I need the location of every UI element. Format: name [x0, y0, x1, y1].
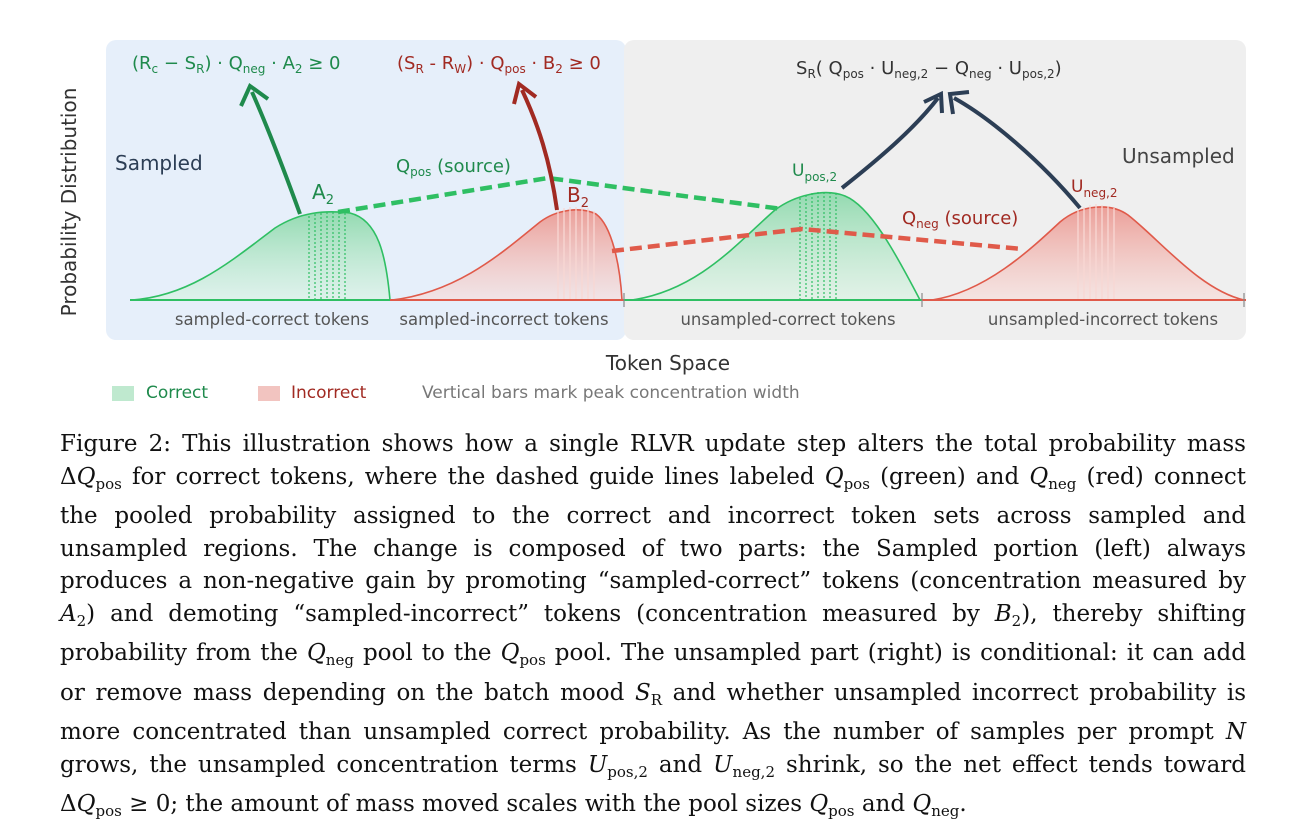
- sampled-incorrect-arrow: [520, 89, 559, 211]
- x-axis-label: Token Space: [605, 351, 730, 375]
- token-space-diagram: Probability Distribution Token Space Sam…: [57, 40, 1246, 403]
- unsampled-formula: SR( Qpos · Uneg,2 − Qneg · Upos,2): [796, 58, 1062, 81]
- legend-correct-label: Correct: [146, 383, 208, 403]
- unsampled-correct-arrow: [840, 96, 940, 190]
- token-group-label: sampled-incorrect tokens: [399, 310, 608, 329]
- unsampled-incorrect-arrowhead: [947, 90, 970, 115]
- sampled-region-label: Sampled: [115, 151, 203, 175]
- qpos-guide-line: [337, 175, 783, 215]
- token-group-label: unsampled-incorrect tokens: [988, 310, 1218, 329]
- qneg-guide-line: [611, 226, 1023, 254]
- uneg-peak-bars: [1077, 204, 1115, 300]
- baseline-ticks: [623, 293, 1245, 307]
- b2-peak-bars: [557, 207, 595, 300]
- a2-label: A2: [312, 180, 334, 208]
- token-group-label: sampled-correct tokens: [175, 310, 369, 329]
- legend-incorrect-label: Incorrect: [291, 383, 367, 403]
- caption-text: This illustration shows how a single RLV…: [171, 431, 1246, 457]
- a2-peak-bars: [308, 212, 346, 300]
- legend-incorrect-swatch: [258, 386, 280, 401]
- unsampled-incorrect-curve: [931, 206, 1245, 301]
- sampled-correct-arrowhead: [239, 82, 270, 107]
- sampled-correct-formula: (Rc − SR) · Qneg · A2 ≥ 0: [132, 53, 341, 76]
- uneg2-label: Uneg,2: [1071, 177, 1118, 200]
- legend-correct-swatch: [112, 386, 134, 401]
- upos2-label: Upos,2: [792, 161, 837, 184]
- sampled-incorrect-formula: (SR - RW) · Qpos · B2 ≥ 0: [397, 53, 601, 76]
- unsampled-correct-arrowhead: [923, 90, 944, 114]
- token-group-label: unsampled-correct tokens: [680, 310, 895, 329]
- unsampled-region-label: Unsampled: [1122, 144, 1235, 168]
- figure-caption: Figure 2: This illustration shows how a …: [60, 431, 1247, 820]
- upos-peak-bars: [799, 192, 837, 300]
- qpos-guide-label: Qpos (source): [396, 156, 511, 179]
- qneg-guide-label: Qneg (source): [902, 208, 1018, 231]
- legend-note: Vertical bars mark peak concentration wi…: [422, 383, 800, 403]
- unsampled-incorrect-arrow: [953, 96, 1082, 210]
- sampled-correct-curve: [131, 211, 391, 301]
- sampled-incorrect-arrowhead: [512, 80, 538, 105]
- caption-label: Figure 2:: [60, 431, 171, 457]
- sampled-correct-arrow: [250, 91, 302, 215]
- b2-label: B2: [567, 183, 589, 211]
- y-axis-label: Probability Distribution: [57, 88, 81, 317]
